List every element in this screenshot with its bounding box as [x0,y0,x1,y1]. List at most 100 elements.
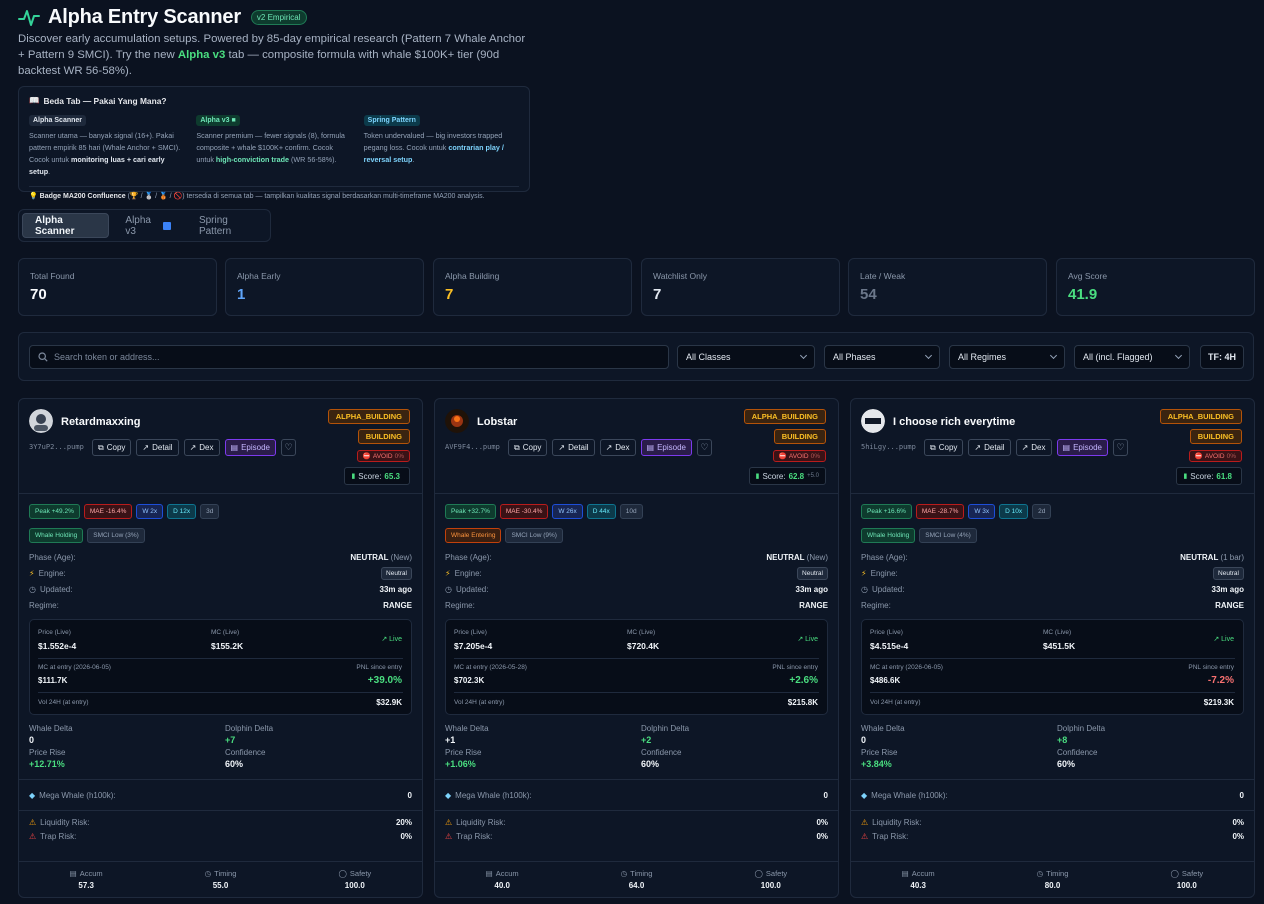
token-card-3: I choose rich everytime 5hiLgy...pump ⧉ C… [850,398,1255,898]
peak-chip: Peak +32.7% [445,504,496,519]
safety-score: ◯ Safety 100.0 [754,869,788,890]
guide-alpha-v3: Alpha v3 ■ Scanner premium — fewer signa… [196,115,345,164]
age-chip: 3d [200,504,220,519]
favorite-button[interactable]: ♡ [280,439,296,456]
stat-total-found: Total Found 70 [18,258,217,316]
document-icon: ▤ [646,443,655,452]
warning-icon: ⚠ [29,817,37,827]
token-card-2: Lobstar AVF9F4...pump ⧉ Copy ↗ Detail ↗ Dex… [434,398,839,898]
timeframe-button[interactable]: TF: 4H [1200,345,1244,369]
tab-spring-pattern[interactable]: Spring Pattern [198,214,232,237]
mae-chip: MAE -30.4% [499,504,549,519]
stop-icon: ⛔ [778,453,787,460]
episode-button[interactable]: ▤ Episode [224,439,276,456]
pnl-value: -7.2% [1207,675,1234,686]
price-box: Price (Live) $7.205e-4 MC (Live) $720.4K… [445,619,828,715]
class-badge: ALPHA_BUILDING [743,409,826,424]
favorite-button[interactable]: ♡ [696,439,712,456]
trend-up-icon: ↗ [1213,636,1220,643]
shield-icon: ◯ [1170,869,1179,878]
chevron-down-icon [1049,351,1058,360]
chevron-down-icon [1174,351,1183,360]
stop-icon: ⛔ [362,453,371,460]
whale-status-chip: Whale Holding [861,528,916,543]
avatar [861,409,885,433]
book-icon: 📖 [29,95,40,105]
episode-button[interactable]: ▤ Episode [1056,439,1108,456]
phase-badge: BUILDING [1189,429,1242,444]
price-box: Price (Live) $4.515e-4 MC (Live) $451.5K… [861,619,1244,715]
timing-score: ◷ Timing 55.0 [204,869,237,890]
favorite-button[interactable]: ♡ [1112,439,1128,456]
smci-chip: SMCI Low (3%) [87,528,145,543]
search-box[interactable] [29,345,669,369]
regime-select[interactable]: All Regimes [949,345,1065,369]
warning-icon: ⚠ [29,831,37,841]
search-input[interactable] [54,352,634,362]
diamond-icon: ◆ [861,790,868,800]
dex-button[interactable]: ↗ Dex [1015,439,1052,456]
class-badge: ALPHA_BUILDING [1159,409,1242,424]
token-card-1: Retardmaxxing 3Y7uP2...pump ⧉ Copy ↗ Detai… [18,398,423,898]
pnl-value: +39.0% [367,675,402,686]
tab-alpha-v3[interactable]: Alpha v3 [113,213,183,238]
detail-button[interactable]: ↗ Detail [136,439,179,456]
avoid-badge: ⛔ AVOID 0% [356,450,410,462]
age-chip: 2d [1032,504,1052,519]
phase-badge: BUILDING [357,429,410,444]
token-name[interactable]: Lobstar [477,416,518,428]
search-icon [38,352,48,362]
smci-chip: SMCI Low (4%) [919,528,977,543]
score-badge: ▮ Score: 61.8 [1176,467,1242,485]
whale-count-chip: W 26x [552,504,583,519]
mae-chip: MAE -16.4% [83,504,133,519]
warning-icon: ⚠ [861,817,869,827]
activity-icon [18,9,40,26]
class-select[interactable]: All Classes [677,345,815,369]
guide-spring-pattern: Spring Pattern Token undervalued — big i… [363,115,504,164]
heart-icon: ♡ [700,442,709,452]
copy-button[interactable]: ⧉ Copy [924,439,964,456]
version-badge: v2 Empirical [250,10,307,25]
detail-button[interactable]: ↗ Detail [968,439,1011,456]
token-address: 3Y7uP2...pump [29,443,84,451]
page-subtitle: Discover early accumulation setups. Powe… [18,33,526,77]
class-badge: ALPHA_BUILDING [327,409,410,424]
warning-icon: ⚠ [445,831,453,841]
stat-late-weak: Late / Weak 54 [848,258,1047,316]
stat-alpha-early: Alpha Early 1 [225,258,424,316]
episode-button[interactable]: ▤ Episode [640,439,692,456]
tab-alpha-scanner[interactable]: Alpha Scanner [22,213,110,238]
token-name[interactable]: I choose rich everytime [893,416,1016,428]
phase-select[interactable]: All Phases [824,345,940,369]
copy-button[interactable]: ⧉ Copy [92,439,132,456]
detail-button[interactable]: ↗ Detail [552,439,595,456]
warning-icon: ⚠ [861,831,869,841]
token-name[interactable]: Retardmaxxing [61,416,141,428]
engine-badge: Neutral [797,566,828,580]
whale-count-chip: W 2x [136,504,164,519]
phase-badge: BUILDING [773,429,826,444]
warning-icon: ⚠ [445,817,453,827]
flag-select[interactable]: All (incl. Flagged) [1074,345,1190,369]
diamond-icon: ◆ [29,790,36,800]
tab-guide-box: 📖 Beda Tab — Pakai Yang Mana? Alpha Scan… [18,86,530,200]
dex-button[interactable]: ↗ Dex [599,439,636,456]
token-address: 5hiLgy...pump [861,443,916,451]
heart-icon: ♡ [1116,442,1125,452]
shield-icon: ◯ [754,869,763,878]
timing-score: ◷ Timing 64.0 [620,869,653,890]
smci-chip: SMCI Low (9%) [505,528,563,543]
dolphin-count-chip: D 10x [999,504,1029,519]
dolphin-count-chip: D 12x [167,504,197,519]
lightning-icon: ⚡ [29,568,35,578]
pnl-value: +2.6% [789,675,818,686]
heart-icon: ♡ [284,442,293,452]
trend-up-icon: ↗ [605,443,613,452]
alpha-v3-link[interactable]: Alpha v3 [177,49,226,61]
dex-button[interactable]: ↗ Dex [183,439,220,456]
whale-status-chip: Whale Entering [445,528,502,543]
copy-button[interactable]: ⧉ Copy [508,439,548,456]
database-icon: ▤ [485,869,493,878]
clock-icon: ◷ [204,869,212,878]
